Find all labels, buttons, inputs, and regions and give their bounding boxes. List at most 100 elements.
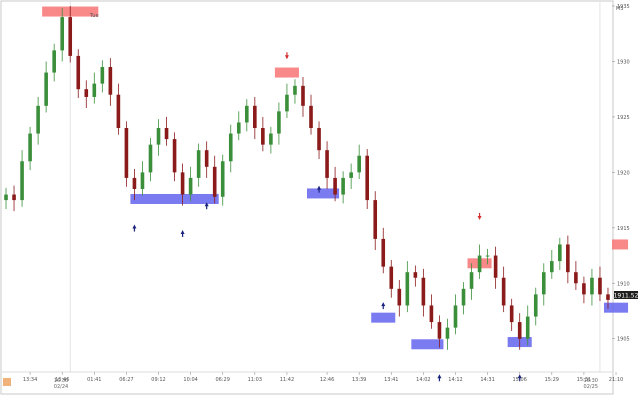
x-tick-label-16: 15:29 xyxy=(545,377,559,383)
candle-body-11 xyxy=(92,83,97,97)
x-tick-label-11: 13:41 xyxy=(384,377,398,383)
corner-label: M5 xyxy=(616,6,624,12)
candle-body-21 xyxy=(172,139,177,173)
candle-body-67 xyxy=(541,272,546,295)
candle-body-14 xyxy=(116,94,121,128)
x-tick-label-0: 13:34 xyxy=(23,377,37,383)
candle-body-39 xyxy=(317,128,321,151)
candle-body-26 xyxy=(212,166,217,197)
candle-body-27 xyxy=(220,161,225,197)
candle-body-66 xyxy=(533,294,538,317)
candle-body-56 xyxy=(453,305,458,328)
candle-body-20 xyxy=(164,128,169,140)
date-marker-date-1: 02/25 xyxy=(584,384,598,390)
candle-body-61 xyxy=(493,255,498,278)
x-tick-label-3: 06:27 xyxy=(119,377,133,383)
candle-body-36 xyxy=(293,85,297,95)
candle-body-17 xyxy=(140,172,145,189)
candle-body-75 xyxy=(606,294,610,300)
candle-body-28 xyxy=(228,133,233,162)
y-tick-label-3: 1920 xyxy=(617,170,630,176)
y-tick-label-5: 1910 xyxy=(617,281,630,287)
candle-body-74 xyxy=(598,277,602,295)
candle-body-62 xyxy=(501,277,506,306)
date-marker-date-0: 02/24 xyxy=(54,384,68,390)
candle-body-9 xyxy=(76,55,81,90)
candle-body-34 xyxy=(277,111,281,134)
x-tick-label-17: 15:31 xyxy=(577,377,591,383)
x-tick-label-9: 12:46 xyxy=(320,377,334,383)
candle-body-3 xyxy=(28,133,32,162)
candle-body-15 xyxy=(124,128,129,178)
buy-arrow-6 xyxy=(381,302,386,310)
candle-body-55 xyxy=(445,327,450,339)
logo-mark xyxy=(3,378,11,386)
candle-body-70 xyxy=(566,244,570,273)
buy-zone-5 xyxy=(411,339,444,350)
buy-arrow-5 xyxy=(317,185,322,193)
candle-body-54 xyxy=(437,322,442,339)
marker-label: Tue xyxy=(89,13,99,19)
corner-logo xyxy=(3,378,11,386)
y-tick-label-2: 1925 xyxy=(617,115,630,121)
candle-body-72 xyxy=(582,283,586,295)
x-tick-label-6: 06:29 xyxy=(216,377,230,383)
candle-body-47 xyxy=(381,238,386,267)
price-tag: 1911.52 xyxy=(614,291,639,300)
candle-body-58 xyxy=(469,272,474,289)
candle-body-38 xyxy=(309,105,313,128)
buy-zone-4 xyxy=(371,312,396,323)
x-tick-label-5: 10:04 xyxy=(183,377,197,383)
y-tick-label-6: 1905 xyxy=(617,337,630,343)
candle-body-41 xyxy=(333,177,337,195)
candle-body-19 xyxy=(156,128,161,145)
x-tick-label-4: 09:12 xyxy=(151,377,165,383)
y-tick-label-1: 1930 xyxy=(617,59,630,65)
candle-body-69 xyxy=(558,244,562,262)
candle-body-23 xyxy=(188,177,193,195)
y-tick-label-4: 1915 xyxy=(617,226,630,232)
candle-body-13 xyxy=(108,67,113,95)
candle-body-29 xyxy=(236,122,241,134)
candle-body-33 xyxy=(269,133,273,145)
x-tick-label-8: 11:42 xyxy=(280,377,294,383)
x-tick-label-15: 15:06 xyxy=(512,377,526,383)
x-axis: 13:34 13:46 01:41 06:27 09:12 10:04 06:29 11:03… xyxy=(2,371,623,383)
candle-body-50 xyxy=(405,272,410,306)
x-tick-label-14: 14:31 xyxy=(480,377,494,383)
vertical-gridlines xyxy=(69,2,601,372)
candle-body-7 xyxy=(60,17,65,51)
buy-arrow-9 xyxy=(517,374,522,382)
candle-body-25 xyxy=(204,150,209,167)
candle-body-46 xyxy=(373,200,378,239)
candle-body-48 xyxy=(389,266,394,289)
y-axis: 1935 1930 1925 1920 1915 1910 1905 xyxy=(612,4,630,343)
buy-arrow-7 xyxy=(437,374,442,382)
candle-body-44 xyxy=(357,155,361,173)
candle-body-42 xyxy=(341,177,345,195)
price-tag-value: 1911.52 xyxy=(614,293,639,300)
candle-body-57 xyxy=(461,288,466,306)
price-tag-bg xyxy=(614,291,638,299)
candle-body-59 xyxy=(477,255,482,273)
date-marker-time-1: 16:30 xyxy=(584,378,598,384)
candle-body-51 xyxy=(413,272,418,278)
x-tick-label-10: 13:39 xyxy=(352,377,366,383)
buy-zone-3 xyxy=(307,188,340,199)
candle-body-5 xyxy=(44,72,48,106)
candle-body-2 xyxy=(20,161,24,201)
candle-body-1 xyxy=(12,194,16,201)
candle-body-18 xyxy=(148,144,153,173)
candle-body-73 xyxy=(590,277,594,295)
sell-zone-8 xyxy=(612,239,629,250)
candle-body-60 xyxy=(485,255,490,257)
buy-arrow-2 xyxy=(180,230,185,238)
candle-body-64 xyxy=(517,322,522,339)
x-tick-label-2: 01:41 xyxy=(87,377,101,383)
candle-body-4 xyxy=(36,105,40,134)
buy-arrow-1 xyxy=(132,224,137,232)
candle-body-24 xyxy=(196,150,201,178)
